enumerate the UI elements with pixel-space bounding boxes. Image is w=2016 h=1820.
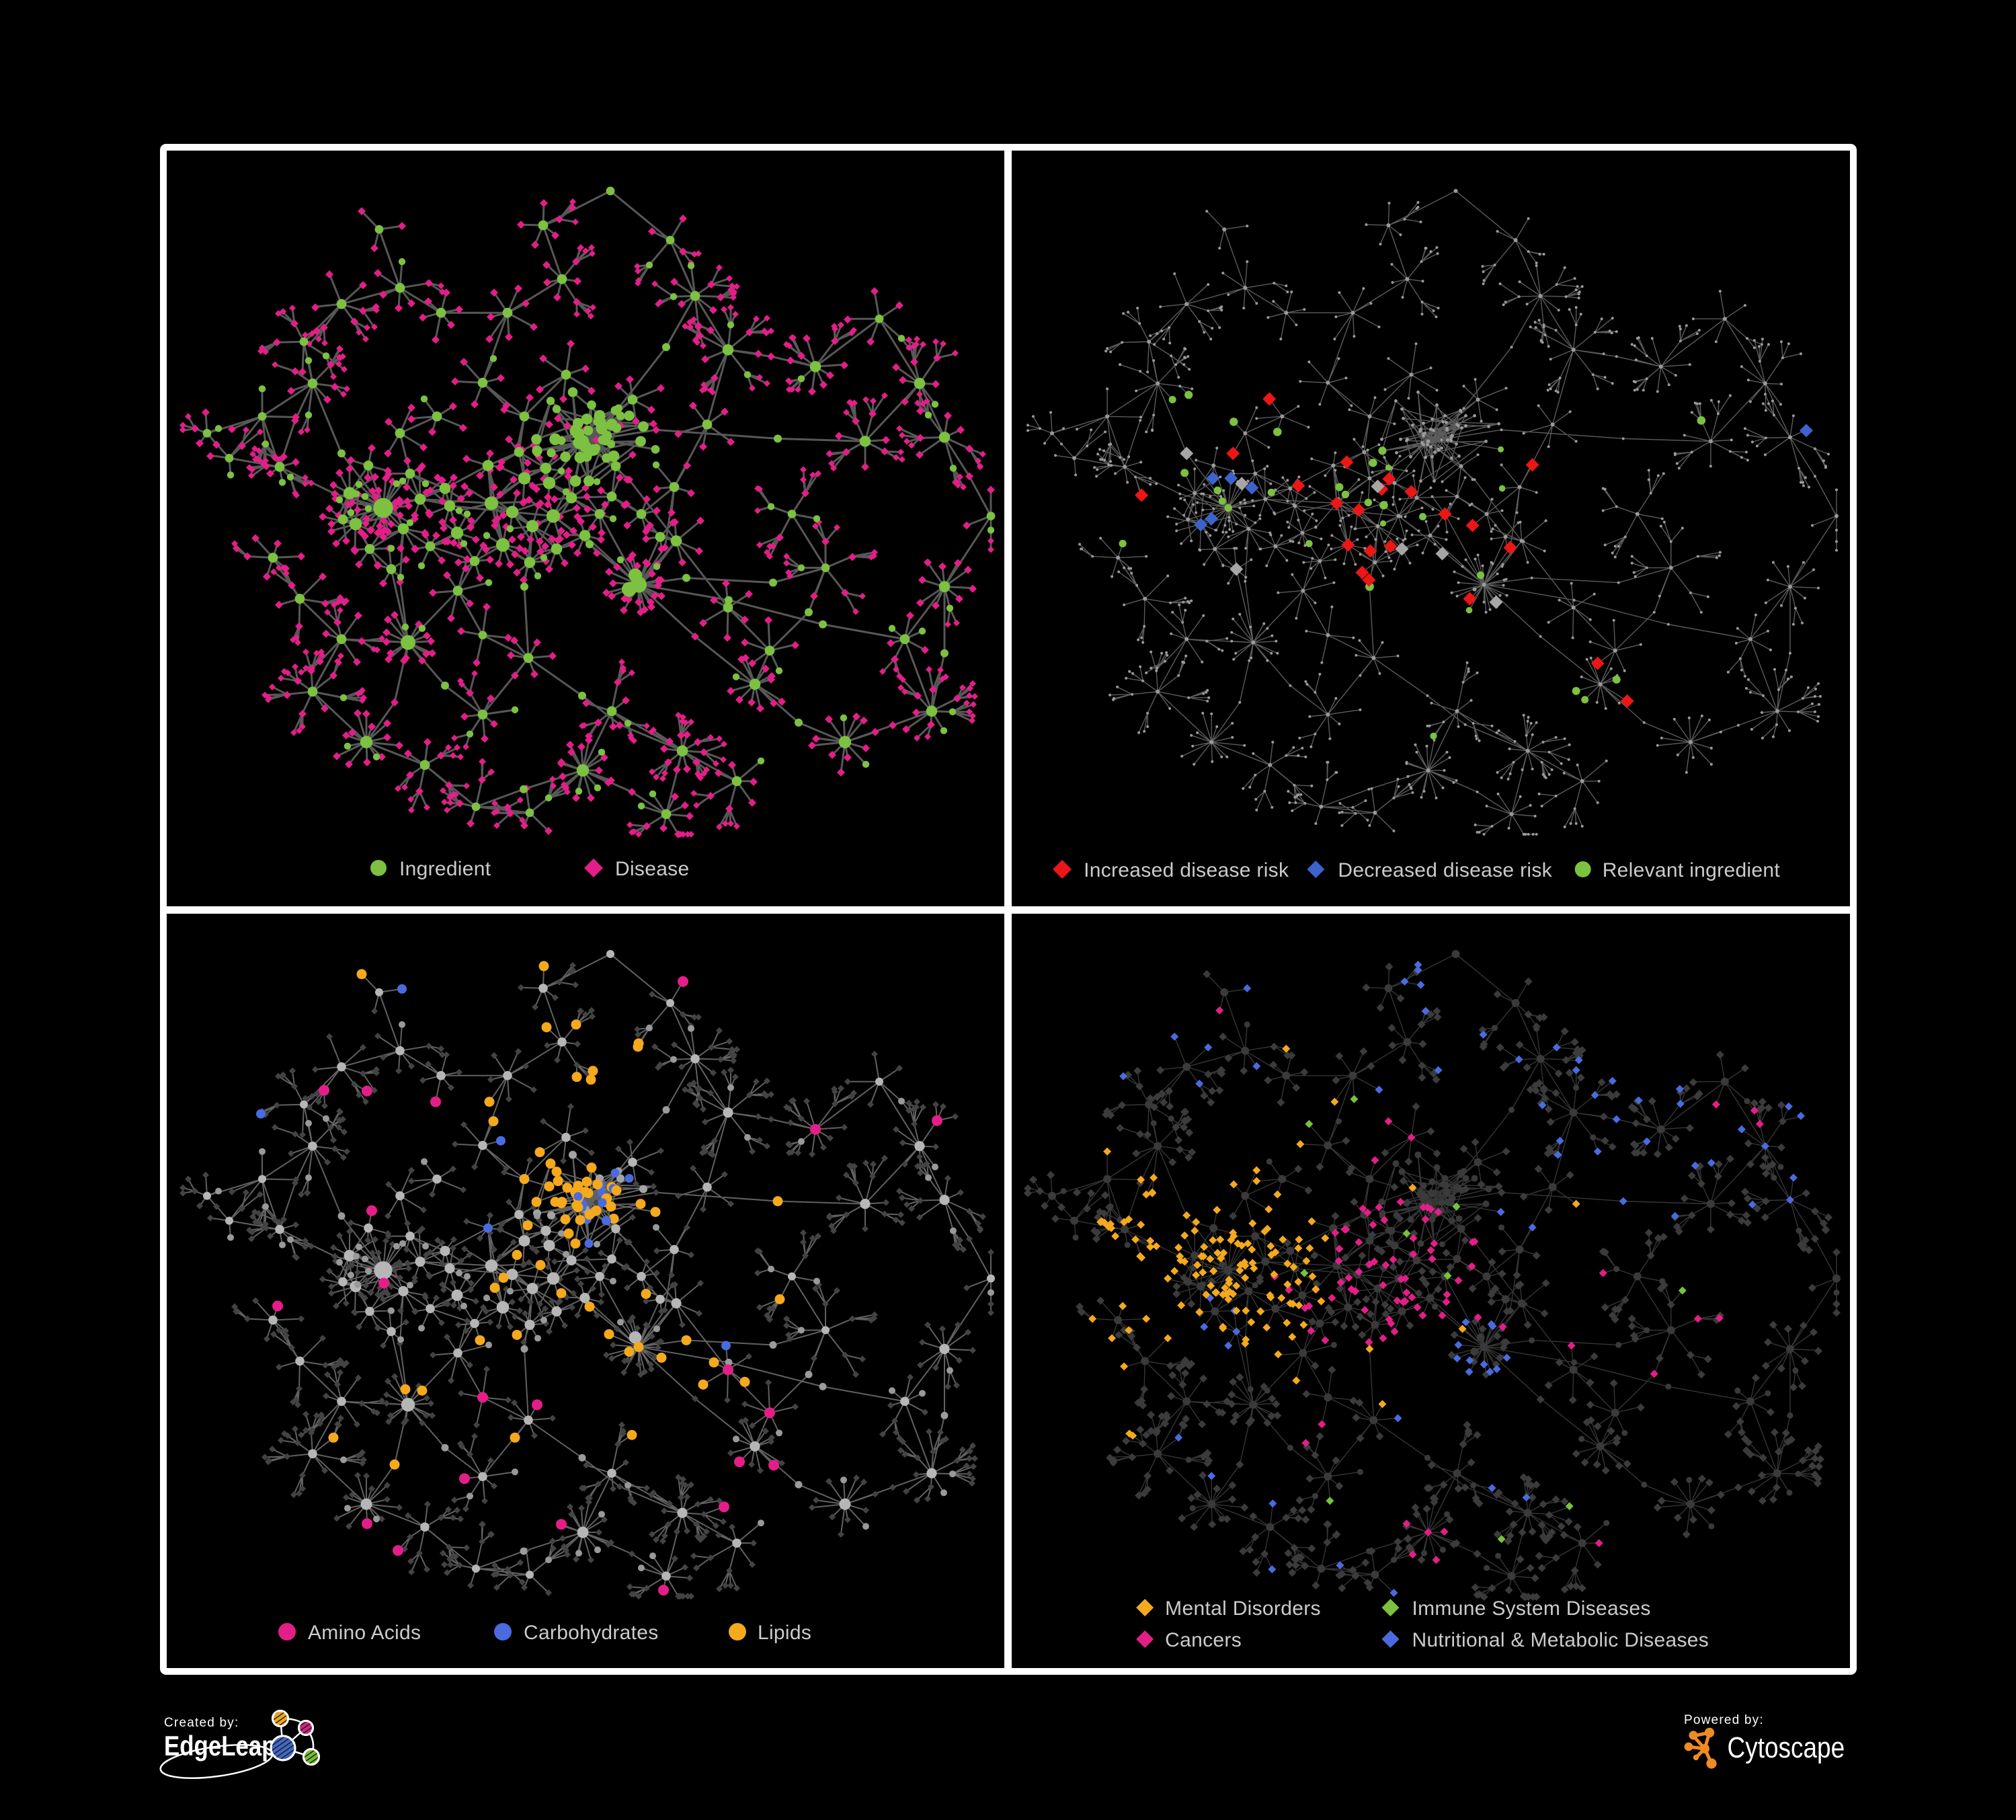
svg-text:Immune System Diseases: Immune System Diseases xyxy=(1412,1597,1650,1620)
svg-text:EdgeLeap: EdgeLeap xyxy=(164,1731,276,1762)
svg-text:Created by:: Created by: xyxy=(164,1716,239,1730)
svg-text:Decreased disease risk: Decreased disease risk xyxy=(1338,859,1552,881)
svg-text:Cancers: Cancers xyxy=(1165,1629,1242,1651)
svg-text:Increased disease risk: Increased disease risk xyxy=(1084,859,1289,881)
svg-text:Lipids: Lipids xyxy=(758,1622,811,1644)
svg-text:Mental Disorders: Mental Disorders xyxy=(1165,1597,1321,1620)
svg-text:Disease: Disease xyxy=(615,858,689,880)
svg-text:Amino Acids: Amino Acids xyxy=(308,1622,421,1644)
svg-text:Carbohydrates: Carbohydrates xyxy=(524,1622,659,1644)
svg-text:Powered by:: Powered by: xyxy=(1684,1713,1764,1727)
svg-text:Ingredient: Ingredient xyxy=(399,858,491,880)
svg-text:Cytoscape: Cytoscape xyxy=(1728,1731,1845,1764)
svg-text:Nutritional & Metabolic Diseas: Nutritional & Metabolic Diseases xyxy=(1412,1629,1709,1651)
svg-text:Relevant ingredient: Relevant ingredient xyxy=(1603,859,1781,881)
